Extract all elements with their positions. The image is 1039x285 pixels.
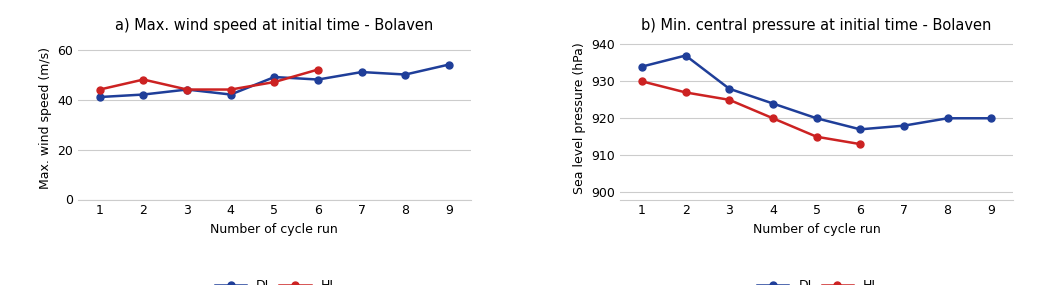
DI (680, 54, 692, 57)
HI (636, 80, 648, 83)
X-axis label: Number of cycle run: Number of cycle run (211, 223, 339, 236)
HI (137, 78, 150, 81)
DI (268, 75, 281, 79)
Line: HI: HI (97, 66, 321, 93)
Line: DI: DI (97, 61, 452, 101)
Line: DI: DI (639, 52, 994, 133)
HI (680, 91, 692, 94)
DI (767, 102, 779, 105)
HI (767, 117, 779, 120)
HI (312, 68, 324, 71)
DI (224, 93, 237, 96)
HI (268, 80, 281, 84)
DI (854, 128, 867, 131)
Y-axis label: Sea level pressure (hPa): Sea level pressure (hPa) (572, 42, 586, 194)
X-axis label: Number of cycle run: Number of cycle run (752, 223, 880, 236)
Legend: DI, HI: DI, HI (752, 274, 881, 285)
DI (443, 63, 455, 66)
DI (181, 88, 193, 91)
HI (810, 135, 823, 139)
DI (941, 117, 954, 120)
HI (181, 88, 193, 91)
DI (399, 73, 411, 76)
HI (94, 88, 106, 91)
DI (985, 117, 997, 120)
DI (898, 124, 910, 127)
DI (355, 70, 368, 74)
DI (94, 95, 106, 99)
Line: HI: HI (639, 78, 863, 148)
Title: a) Max. wind speed at initial time - Bolaven: a) Max. wind speed at initial time - Bol… (115, 18, 433, 33)
HI (854, 142, 867, 146)
Title: b) Min. central pressure at initial time - Bolaven: b) Min. central pressure at initial time… (641, 18, 992, 33)
DI (723, 87, 736, 90)
Y-axis label: Max. wind speed (m/s): Max. wind speed (m/s) (38, 47, 52, 189)
DI (810, 117, 823, 120)
Legend: DI, HI: DI, HI (210, 274, 339, 285)
HI (723, 98, 736, 101)
HI (224, 88, 237, 91)
DI (636, 65, 648, 68)
DI (312, 78, 324, 81)
DI (137, 93, 150, 96)
